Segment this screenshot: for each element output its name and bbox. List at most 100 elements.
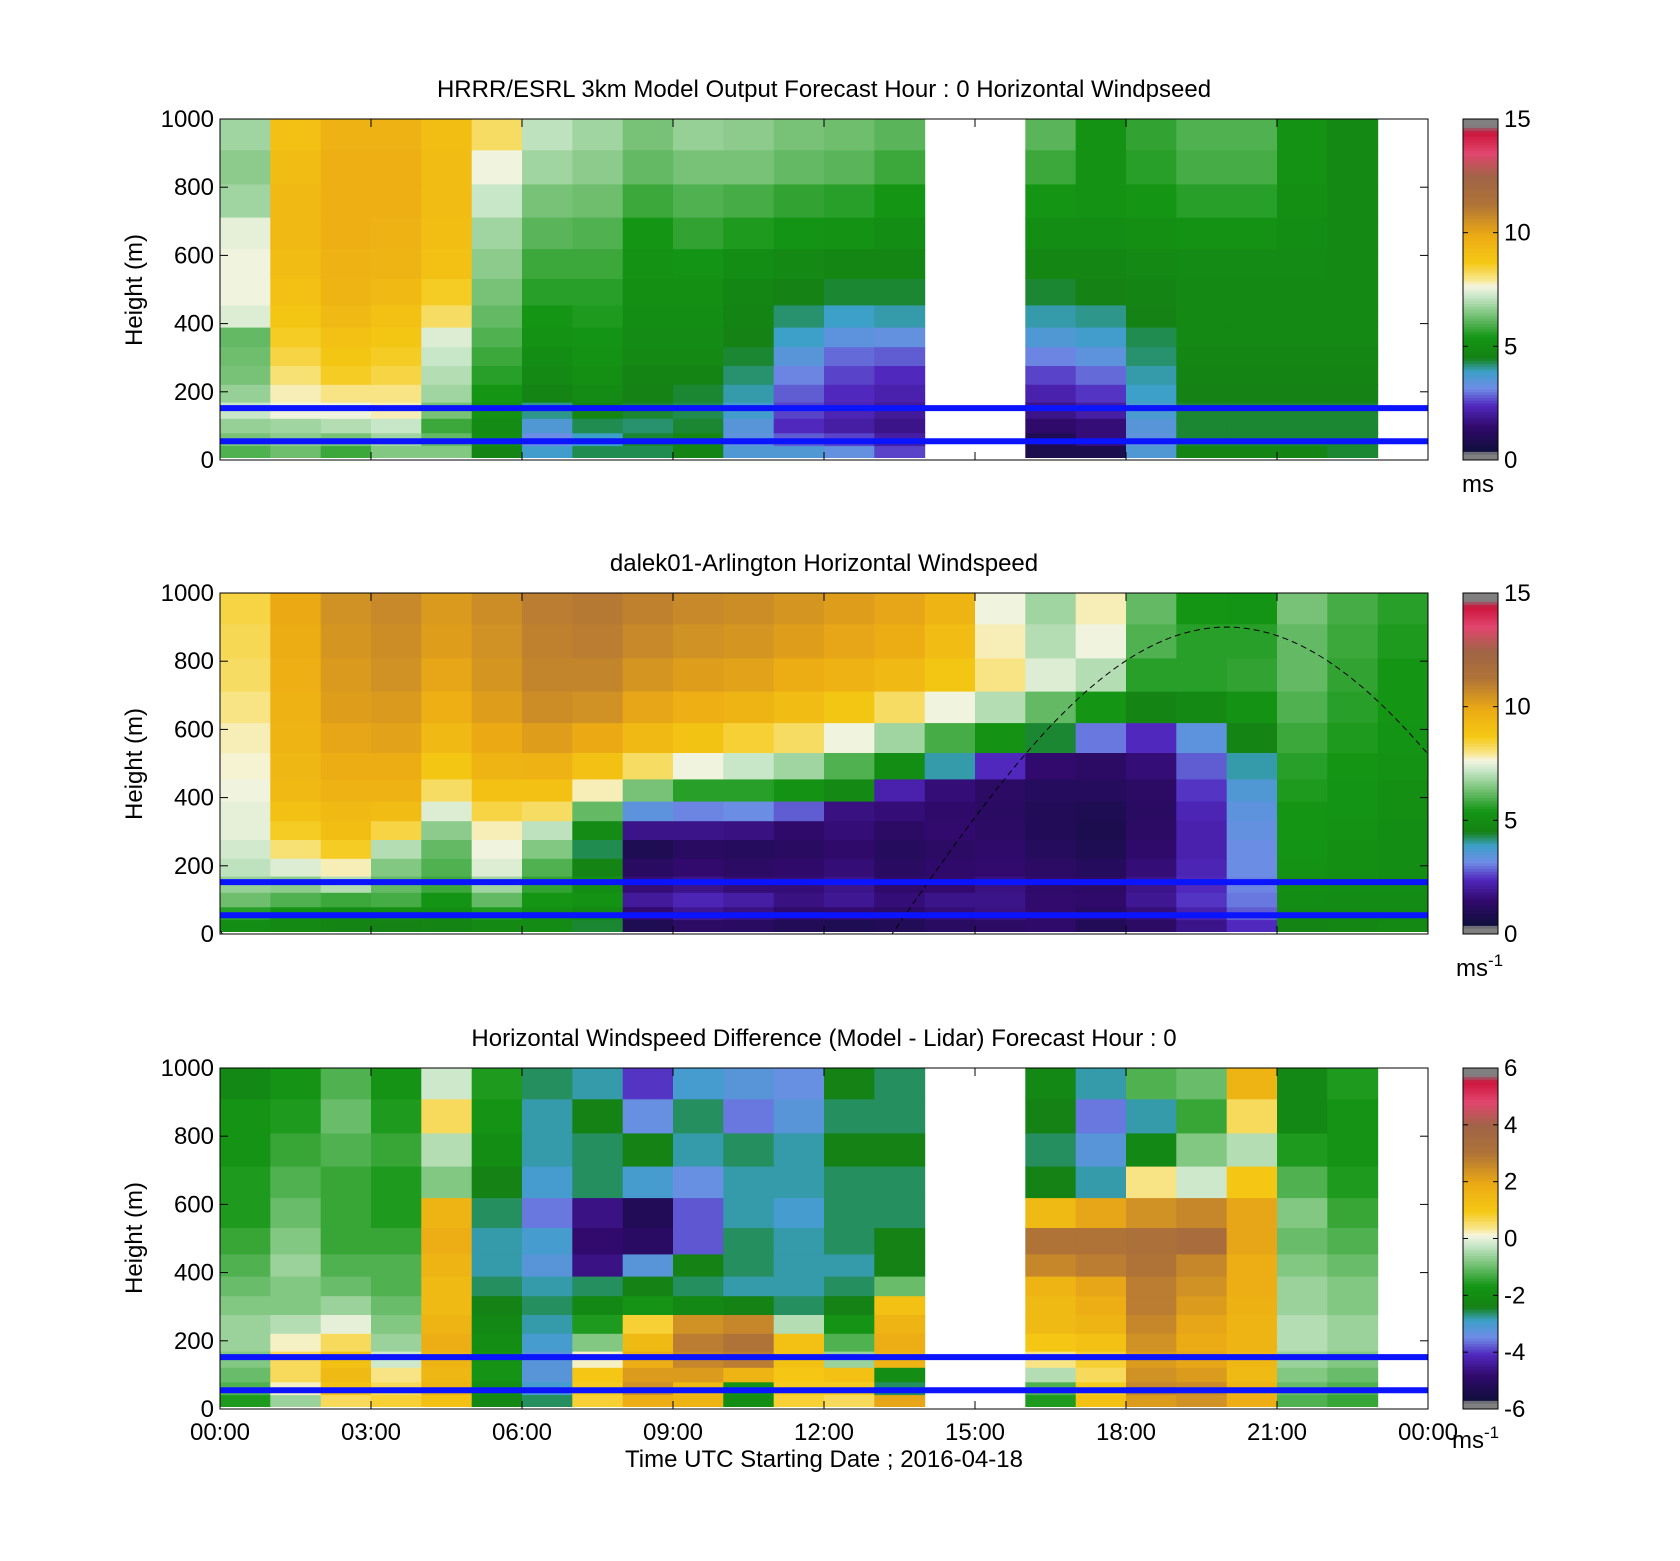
heatmap-cell bbox=[1226, 1333, 1278, 1352]
heatmap-cell bbox=[572, 1394, 624, 1407]
heatmap-cell bbox=[773, 1098, 825, 1134]
colorbar-segment bbox=[1463, 922, 1498, 926]
heatmap-cell bbox=[924, 801, 976, 822]
heatmap-cell bbox=[270, 149, 322, 185]
heatmap-cell bbox=[1126, 278, 1177, 306]
colorbar-segment bbox=[1463, 1070, 1498, 1075]
heatmap-cell bbox=[874, 1295, 926, 1315]
heatmap-cell bbox=[1226, 1394, 1278, 1407]
colorbar-segment bbox=[1463, 1184, 1498, 1188]
heatmap-cell bbox=[622, 119, 674, 151]
colorbar-segment bbox=[1463, 417, 1498, 421]
colorbar-segment bbox=[1463, 252, 1498, 256]
heatmap-cell bbox=[622, 801, 674, 822]
colorbar-segment bbox=[1463, 428, 1498, 432]
heatmap-cell bbox=[270, 1394, 322, 1407]
heatmap-cell bbox=[874, 657, 926, 692]
heatmap-cell bbox=[824, 623, 875, 659]
heatmap-cell bbox=[874, 752, 926, 780]
colorbar-segment bbox=[1463, 121, 1498, 126]
heatmap-cell bbox=[1126, 1227, 1177, 1255]
heatmap-cell bbox=[874, 919, 926, 932]
colorbar-segment bbox=[1463, 632, 1498, 637]
heatmap-cell bbox=[1327, 752, 1379, 780]
heatmap-cell bbox=[220, 365, 271, 385]
colorbar-segment bbox=[1463, 1397, 1498, 1401]
colorbar-segment bbox=[1463, 1320, 1498, 1325]
heatmap-cell bbox=[471, 365, 523, 385]
heatmap-cell bbox=[773, 1276, 825, 1297]
heatmap-cell bbox=[1327, 839, 1379, 859]
heatmap-cell bbox=[773, 1253, 825, 1277]
colorbar-segment bbox=[1463, 1221, 1498, 1225]
heatmap-cell bbox=[824, 384, 875, 403]
heatmap-cell bbox=[1176, 445, 1228, 458]
heatmap-cell bbox=[723, 691, 775, 724]
heatmap-cell bbox=[572, 384, 624, 403]
colorbar-segment bbox=[1463, 323, 1498, 327]
colorbar-segment bbox=[1463, 1195, 1498, 1200]
heatmap-cell bbox=[1075, 1132, 1127, 1167]
heatmap-cell bbox=[1176, 657, 1228, 692]
colorbar-segment bbox=[1463, 266, 1498, 271]
heatmap-cell bbox=[723, 892, 775, 908]
colorbar-segment bbox=[1463, 1130, 1498, 1134]
heatmap-cell bbox=[1025, 418, 1077, 434]
colorbar-segment bbox=[1463, 655, 1498, 659]
colorbar-segment bbox=[1463, 1247, 1498, 1251]
heatmap-cell bbox=[1277, 1068, 1328, 1100]
heatmap-cell bbox=[270, 365, 322, 385]
heatmap-cell bbox=[421, 384, 473, 403]
heatmap-cell bbox=[1176, 1068, 1228, 1100]
heatmap-cell bbox=[522, 657, 573, 692]
heatmap-cell bbox=[1075, 593, 1127, 625]
heatmap-cell bbox=[1176, 365, 1228, 385]
colorbar-segment bbox=[1463, 1275, 1498, 1279]
heatmap-cell bbox=[1025, 365, 1077, 385]
heatmap-cell bbox=[773, 722, 825, 753]
heatmap-cell bbox=[874, 1333, 926, 1352]
colorbar-segment bbox=[1463, 235, 1498, 239]
colorbar-segment bbox=[1463, 1175, 1498, 1180]
heatmap-cell bbox=[1126, 1295, 1177, 1315]
heatmap-cell bbox=[824, 1227, 875, 1255]
heatmap-cell bbox=[371, 691, 422, 724]
heatmap-cell bbox=[421, 919, 473, 932]
heatmap-cell bbox=[270, 593, 322, 625]
colorbar-segment bbox=[1463, 646, 1498, 651]
heatmap-cell bbox=[1126, 1197, 1177, 1228]
heatmap-cell bbox=[320, 691, 372, 724]
heatmap-cell bbox=[874, 365, 926, 385]
heatmap-cell bbox=[421, 691, 473, 724]
colorbar-segment bbox=[1463, 1107, 1498, 1112]
heatmap-cell bbox=[622, 839, 674, 859]
heatmap-cell bbox=[1176, 384, 1228, 403]
heatmap-cell bbox=[975, 919, 1026, 932]
heatmap-cell bbox=[1176, 1276, 1228, 1297]
heatmap-cell bbox=[320, 778, 372, 802]
colorbar-segment bbox=[1463, 209, 1498, 214]
colorbar-segment bbox=[1463, 127, 1498, 131]
heatmap-cell bbox=[1327, 183, 1379, 218]
heatmap-cell bbox=[673, 892, 724, 908]
colorbar-segment bbox=[1463, 249, 1498, 253]
colorbar-frame bbox=[1462, 118, 1499, 461]
heatmap-cell bbox=[874, 691, 926, 724]
heatmap-cell bbox=[1126, 1276, 1177, 1297]
heatmap-cell bbox=[1126, 820, 1177, 840]
colorbar-segment bbox=[1463, 1289, 1498, 1293]
heatmap-cell bbox=[874, 839, 926, 859]
colorbar-segment bbox=[1463, 445, 1498, 450]
heatmap-cell bbox=[874, 304, 926, 328]
heatmap-cell bbox=[1126, 778, 1177, 802]
heatmap-cell bbox=[1226, 149, 1278, 185]
heatmap-cell bbox=[320, 346, 372, 366]
heatmap-cell bbox=[270, 858, 322, 877]
heatmap-cell bbox=[1226, 1253, 1278, 1277]
colorbar-segment bbox=[1463, 811, 1498, 816]
heatmap-cell bbox=[371, 778, 422, 802]
heatmap-cell bbox=[723, 722, 775, 753]
colorbar-segment bbox=[1463, 1218, 1498, 1222]
colorbar-segment bbox=[1463, 800, 1498, 804]
heatmap-cell bbox=[1075, 1166, 1127, 1199]
